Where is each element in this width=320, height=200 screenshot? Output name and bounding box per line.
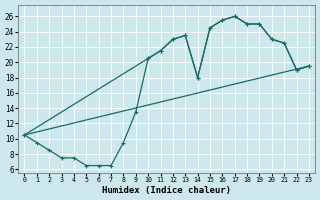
X-axis label: Humidex (Indice chaleur): Humidex (Indice chaleur) [102, 186, 231, 195]
